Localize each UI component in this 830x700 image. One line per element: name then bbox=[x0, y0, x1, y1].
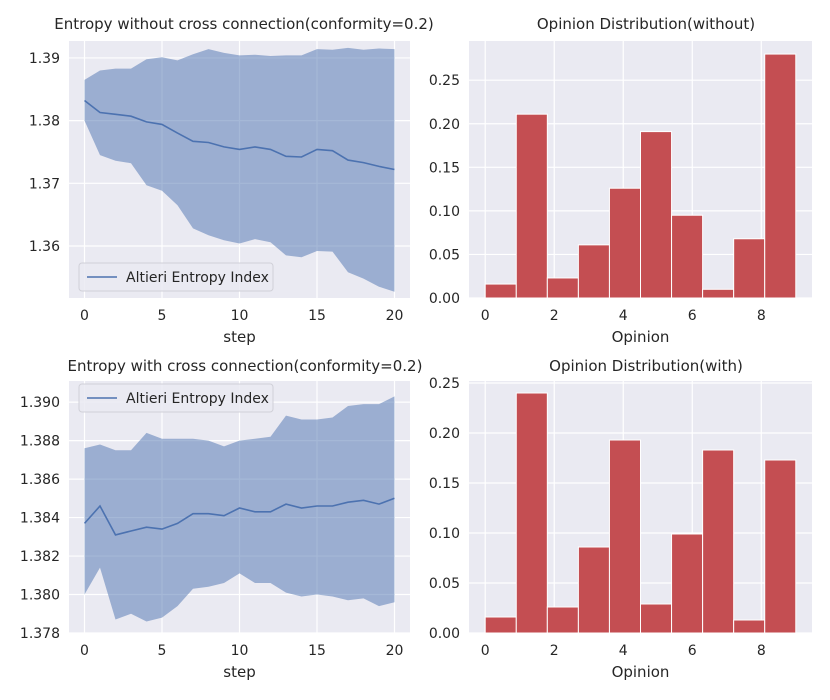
bar bbox=[546, 606, 579, 634]
x-tick-label: 6 bbox=[688, 308, 697, 324]
chart-title: Entropy without cross connection(conform… bbox=[54, 15, 433, 33]
y-tick-label: 0.00 bbox=[429, 626, 460, 642]
x-tick-label: 0 bbox=[80, 308, 89, 324]
y-tick-label: 0.25 bbox=[429, 73, 460, 89]
confidence-band bbox=[84, 396, 395, 622]
y-tick-label: 0.00 bbox=[429, 291, 460, 307]
y-tick-label: 1.384 bbox=[20, 511, 60, 527]
legend-box bbox=[78, 383, 274, 413]
y-tick-label: 0.15 bbox=[429, 476, 460, 492]
bar bbox=[671, 214, 704, 299]
bar bbox=[640, 603, 673, 634]
x-axis-label: Opinion bbox=[612, 663, 670, 681]
y-tick-label: 1.390 bbox=[20, 395, 60, 411]
y-tick-label: 1.37 bbox=[29, 176, 60, 192]
bar bbox=[702, 449, 735, 634]
bar bbox=[546, 277, 579, 299]
x-tick-label: 20 bbox=[386, 308, 404, 324]
y-tick-label: 0.20 bbox=[429, 426, 460, 442]
y-tick-label: 0.20 bbox=[429, 117, 460, 133]
y-tick-label: 1.382 bbox=[20, 549, 60, 565]
bar bbox=[577, 244, 610, 299]
y-tick-label: 1.39 bbox=[29, 51, 60, 67]
entropy-with-panel: Entropy with cross connection(conformity… bbox=[20, 357, 423, 681]
x-tick-label: 20 bbox=[386, 643, 404, 659]
chart-title: Opinion Distribution(with) bbox=[549, 357, 743, 375]
x-tick-label: 15 bbox=[308, 308, 326, 324]
legend-label: Altieri Entropy Index bbox=[126, 270, 269, 286]
y-tick-label: 0.10 bbox=[429, 204, 460, 220]
x-tick-label: 0 bbox=[481, 308, 490, 324]
y-tick-label: 1.386 bbox=[20, 472, 60, 488]
legend-box bbox=[78, 262, 274, 292]
bar bbox=[608, 187, 642, 299]
entropy-without-panel: Entropy without cross connection(conform… bbox=[29, 15, 434, 346]
y-tick-label: 0.25 bbox=[429, 376, 460, 392]
bar bbox=[484, 283, 517, 299]
y-tick-label: 1.388 bbox=[20, 434, 60, 450]
y-tick-label: 0.15 bbox=[429, 160, 460, 176]
y-tick-label: 0.05 bbox=[429, 247, 460, 263]
y-tick-label: 0.05 bbox=[429, 576, 460, 592]
chart-title: Opinion Distribution(without) bbox=[537, 15, 755, 33]
bar bbox=[515, 392, 548, 634]
y-tick-label: 1.380 bbox=[20, 588, 60, 604]
x-tick-label: 2 bbox=[550, 308, 559, 324]
bar bbox=[733, 619, 766, 634]
bar bbox=[577, 546, 610, 634]
x-tick-label: 10 bbox=[231, 308, 249, 324]
bar bbox=[515, 113, 548, 299]
x-tick-label: 4 bbox=[619, 643, 628, 659]
opinion-without-panel: Opinion Distribution(without) 0 2 4 6 8 0.00 0… bbox=[429, 15, 812, 346]
chart-title: Entropy with cross connection(conformity… bbox=[68, 357, 423, 375]
x-tick-label: 2 bbox=[550, 643, 559, 659]
bar bbox=[484, 616, 517, 634]
series-line bbox=[83, 497, 395, 536]
bar bbox=[640, 131, 673, 299]
y-tick-label: 1.36 bbox=[29, 239, 60, 255]
bar bbox=[764, 459, 797, 634]
bar bbox=[764, 53, 797, 299]
legend-label: Altieri Entropy Index bbox=[126, 391, 269, 407]
x-axis-label: step bbox=[223, 663, 255, 681]
bar bbox=[733, 238, 766, 299]
x-tick-label: 8 bbox=[757, 643, 766, 659]
x-axis-label: step bbox=[223, 328, 255, 346]
y-tick-label: 1.38 bbox=[29, 114, 60, 130]
y-tick-label: 1.378 bbox=[20, 626, 60, 642]
confidence-band bbox=[84, 47, 395, 292]
opinion-with-panel: Opinion Distribution(with) 0 2 4 6 8 0.00 0.05… bbox=[429, 357, 812, 681]
x-tick-label: 0 bbox=[481, 643, 490, 659]
bar bbox=[671, 533, 704, 634]
x-axis-label: Opinion bbox=[612, 328, 670, 346]
x-tick-label: 6 bbox=[688, 643, 697, 659]
x-tick-label: 5 bbox=[158, 308, 167, 324]
x-tick-label: 15 bbox=[308, 643, 326, 659]
bar bbox=[608, 439, 642, 634]
x-tick-label: 10 bbox=[231, 643, 249, 659]
x-tick-label: 8 bbox=[757, 308, 766, 324]
series-line bbox=[84, 99, 395, 171]
x-tick-label: 5 bbox=[158, 643, 167, 659]
x-tick-label: 4 bbox=[619, 308, 628, 324]
x-tick-label: 0 bbox=[80, 643, 89, 659]
bar bbox=[702, 288, 735, 299]
y-tick-label: 0.10 bbox=[429, 526, 460, 542]
